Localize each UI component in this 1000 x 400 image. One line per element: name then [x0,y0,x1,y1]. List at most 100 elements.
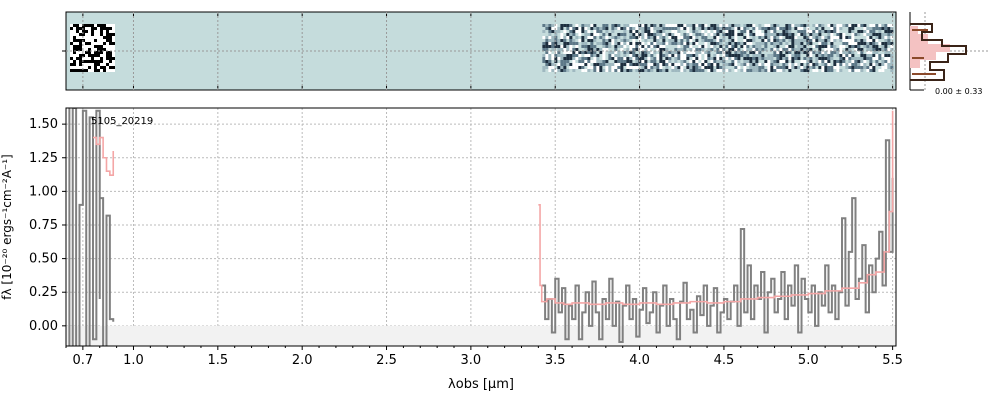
pixel [695,24,699,27]
pixel [668,42,672,45]
pixel [845,51,849,54]
pixel [548,51,552,54]
pixel [671,42,675,45]
pixel [70,27,73,30]
pixel [629,36,633,39]
pixel [551,24,555,27]
pixel [587,57,591,60]
pixel [785,33,789,36]
pixel [641,24,645,27]
pixel [701,24,705,27]
pixel [713,30,717,33]
pixel [563,54,567,57]
pixel [578,39,582,42]
pixel [103,33,106,36]
pixel [575,45,579,48]
pixel [668,57,672,60]
pixel [608,63,612,66]
pixel [779,48,783,51]
pixel [106,33,109,36]
pixel [76,33,79,36]
pixel [650,27,654,30]
pixel [623,42,627,45]
pixel [548,45,552,48]
pixel [641,54,645,57]
pixel [854,33,858,36]
pixel [82,42,85,45]
pixel [596,30,600,33]
pixel [734,27,738,30]
pixel [689,63,693,66]
pixel [878,54,882,57]
pixel [776,63,780,66]
pixel [94,63,97,66]
pixel [848,66,852,69]
pixel [722,57,726,60]
pixel [785,57,789,60]
pixel [656,33,660,36]
pixel [866,69,870,72]
pixel [674,51,678,54]
pixel [659,60,663,63]
pixel [791,63,795,66]
pixel [79,57,82,60]
pixel [884,66,888,69]
pixel [725,57,729,60]
pixel [698,24,702,27]
pixel [737,33,741,36]
pixel [860,48,864,51]
pixel [548,24,552,27]
pixel [100,54,103,57]
pixel [818,24,822,27]
pixel [79,69,82,72]
pixel [686,36,690,39]
pixel [578,66,582,69]
pixel [677,57,681,60]
pixel [779,57,783,60]
pixel [737,42,741,45]
pixel [683,42,687,45]
pixel [731,45,735,48]
pixel [881,63,885,66]
pixel [809,54,813,57]
pixel [614,36,618,39]
pixel [791,45,795,48]
pixel [620,45,624,48]
pixel [560,63,564,66]
pixel [572,48,576,51]
pixel [881,54,885,57]
pixel [569,48,573,51]
pixel [686,45,690,48]
pixel [866,39,870,42]
pixel [803,60,807,63]
pixel [91,66,94,69]
pixel [785,36,789,39]
pixel [100,60,103,63]
pixel [755,33,759,36]
pixel [671,51,675,54]
x-tick-label: 5.5 [882,353,903,368]
pixel [866,54,870,57]
pixel [109,42,112,45]
pixel [112,24,115,27]
pixel [695,30,699,33]
pixel [638,54,642,57]
pixel [82,51,85,54]
x-tick-label: 0.7 [73,353,94,368]
pixel [698,45,702,48]
pixel [683,63,687,66]
pixel [79,48,82,51]
series-layer [68,108,894,346]
pixel [704,24,708,27]
pixel [782,69,786,72]
pixel [812,69,816,72]
pixel [827,63,831,66]
pixel [674,24,678,27]
pixel [112,57,115,60]
pixel [70,63,73,66]
pixel [869,27,873,30]
pixel [776,42,780,45]
pixel [566,45,570,48]
pixel [656,54,660,57]
pixel [614,57,618,60]
